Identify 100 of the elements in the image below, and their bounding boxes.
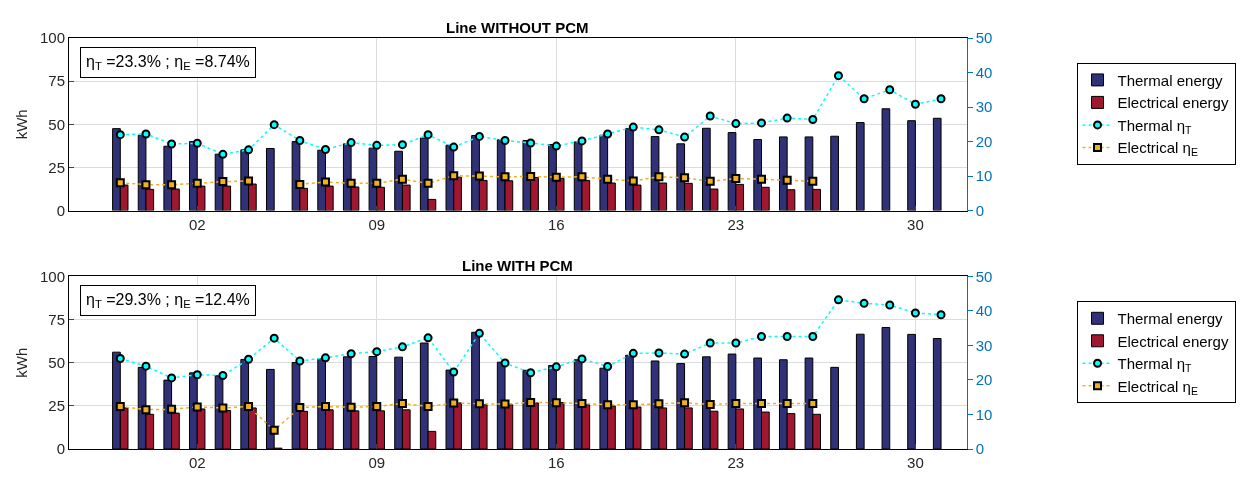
- x-tick-label: 30: [907, 454, 924, 471]
- point: [115, 354, 125, 364]
- point: [859, 298, 869, 308]
- point: [526, 397, 536, 407]
- point: [115, 130, 125, 140]
- point: [115, 178, 125, 188]
- point: [244, 145, 254, 155]
- point: [449, 367, 459, 377]
- point: [474, 171, 484, 181]
- point: [628, 122, 638, 132]
- point: [500, 358, 510, 368]
- point: [731, 338, 741, 348]
- point: [680, 398, 690, 408]
- point: [141, 180, 151, 190]
- chart-title: Line WITHOUT PCM: [446, 19, 589, 36]
- point: [244, 402, 254, 412]
- point: [731, 398, 741, 408]
- y2-tick-label: 40: [975, 63, 993, 81]
- x-tick-label: 30: [907, 215, 924, 233]
- point: [885, 85, 895, 95]
- point: [526, 138, 536, 148]
- y2-tick-label: 50: [975, 29, 993, 47]
- point: [167, 139, 177, 149]
- point: [628, 400, 638, 410]
- chart-title: Line WITH PCM: [462, 257, 573, 274]
- point: [474, 399, 484, 409]
- legend-label: Thermal energy: [1117, 310, 1224, 328]
- point: [705, 176, 715, 186]
- point: [244, 176, 254, 186]
- y2-tick-label: 10: [975, 405, 993, 423]
- point: [500, 172, 510, 182]
- point: [808, 114, 818, 124]
- point: [372, 402, 382, 412]
- point: [782, 398, 792, 408]
- point: [474, 328, 484, 338]
- y2-tick-label: 10: [975, 167, 993, 185]
- point: [603, 174, 613, 184]
- point: [551, 398, 561, 408]
- point: [603, 361, 613, 371]
- legend-label: Electrical energy: [1117, 332, 1229, 350]
- x-tick-label: 02: [188, 215, 206, 233]
- point: [192, 138, 202, 148]
- point: [654, 348, 664, 358]
- point: [167, 180, 177, 190]
- point: [500, 136, 510, 146]
- x-tick-label: 09: [368, 215, 386, 233]
- x-tick-label: 09: [368, 454, 386, 471]
- x-tick-label: 23: [727, 215, 745, 233]
- x-tick-label: 16: [547, 215, 565, 233]
- y2-tick-label: 20: [975, 132, 993, 150]
- point: [423, 178, 433, 188]
- y-tick-label: 50: [48, 115, 65, 133]
- x-tick-label: 02: [188, 454, 206, 471]
- point: [192, 370, 202, 380]
- point: [269, 333, 279, 343]
- point: [808, 398, 818, 408]
- point: [218, 177, 228, 187]
- point: [705, 399, 715, 409]
- point: [500, 399, 510, 409]
- point: [910, 99, 920, 109]
- point: [603, 400, 613, 410]
- legend-label: Thermal η$_{T}$: [1117, 355, 1193, 375]
- y-tick-label: 100: [39, 29, 65, 47]
- y2-tick-label: 40: [975, 302, 993, 320]
- point: [449, 398, 459, 408]
- point: [474, 131, 484, 141]
- x-tick-label: 23: [727, 454, 745, 471]
- point: [833, 71, 843, 81]
- y-axis-title: kWh: [13, 109, 31, 140]
- y2-tick-label: 30: [975, 98, 993, 116]
- point: [423, 402, 433, 412]
- point: [782, 331, 792, 341]
- point: [192, 402, 202, 412]
- point: [551, 141, 561, 151]
- point: [910, 308, 920, 318]
- point: [705, 338, 715, 348]
- point: [295, 179, 305, 189]
- y-tick-label: 75: [48, 310, 65, 328]
- point: [628, 176, 638, 186]
- point: [397, 398, 407, 408]
- point: [320, 177, 330, 187]
- point: [551, 362, 561, 372]
- point: [372, 347, 382, 357]
- point: [295, 136, 305, 146]
- point: [757, 331, 767, 341]
- point: [295, 356, 305, 366]
- point: [731, 174, 741, 184]
- point: [680, 349, 690, 359]
- point: [680, 132, 690, 142]
- point: [680, 173, 690, 183]
- point: [654, 172, 664, 182]
- point: [192, 178, 202, 188]
- y2-tick-label: 0: [975, 440, 985, 458]
- point: [115, 402, 125, 412]
- point: [397, 140, 407, 150]
- point: [423, 130, 433, 140]
- annotation: η$_{T}$ =23.3% ; η$_{E}$ =8.74%: [86, 53, 250, 73]
- legend-label: Thermal energy: [1117, 71, 1224, 89]
- point: [449, 142, 459, 152]
- point: [397, 342, 407, 352]
